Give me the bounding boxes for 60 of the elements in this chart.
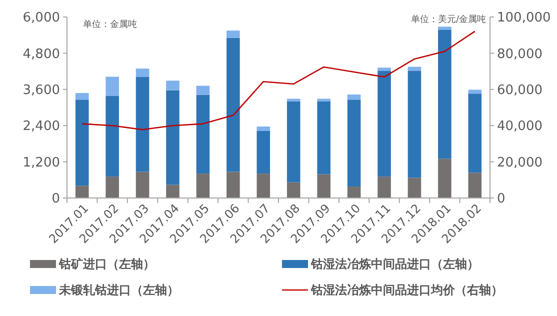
bar <box>136 172 150 198</box>
bar <box>166 80 180 90</box>
bar <box>468 94 482 173</box>
bar <box>317 98 330 102</box>
bar <box>166 90 180 185</box>
bar <box>136 68 150 77</box>
bar <box>378 70 391 177</box>
y-tick-label: 4,800 <box>22 46 60 62</box>
y-tick-label: 2,400 <box>22 119 60 134</box>
y-tick-label: 1,200 <box>22 155 60 170</box>
y2-tick-label: 20,000 <box>497 155 542 170</box>
bar <box>196 86 210 95</box>
bar <box>378 176 391 198</box>
bar <box>75 100 89 186</box>
bar <box>226 172 240 198</box>
y2-tick-label: 40,000 <box>497 119 542 134</box>
bar <box>106 176 119 198</box>
legend-label: 钴湿法冶炼中间品进口（左轴） <box>310 257 479 272</box>
bar <box>408 70 422 178</box>
bar <box>286 182 300 198</box>
bar <box>196 174 210 198</box>
bar <box>468 172 482 198</box>
bar <box>347 186 361 198</box>
bar <box>106 76 119 96</box>
bar <box>256 174 270 198</box>
y2-tick-label: 60,000 <box>497 82 542 98</box>
bar <box>468 90 482 94</box>
bar <box>347 94 361 100</box>
y2-tick-label: 80,000 <box>497 46 542 62</box>
bar <box>378 68 391 71</box>
legend-label: 未锻轧钴进口（左轴） <box>58 283 179 298</box>
bar <box>196 94 210 174</box>
annotation: 单位：美元/金属吨 <box>410 14 486 25</box>
bar <box>347 100 361 187</box>
legend-label: 钴矿进口（左轴） <box>58 257 155 272</box>
bar <box>317 174 330 198</box>
annotation: 单位：金属吨 <box>83 19 137 30</box>
bar <box>286 101 300 182</box>
bar <box>286 98 300 102</box>
bar <box>226 38 240 172</box>
line-series <box>81 30 476 130</box>
bar <box>408 178 422 198</box>
bar <box>256 130 270 174</box>
bar <box>166 184 180 198</box>
legend-label: 钴湿法冶炼中间品进口均价（右轴） <box>310 283 503 298</box>
y-tick-label: 0 <box>52 192 60 207</box>
bar <box>75 186 89 198</box>
bar <box>438 26 452 30</box>
bar <box>438 158 452 198</box>
bar <box>226 30 240 38</box>
y2-tick-label: 0 <box>497 192 506 207</box>
y2-tick-label: 100,000 <box>497 10 551 26</box>
y-tick-label: 3,600 <box>22 82 60 98</box>
bar <box>317 101 330 174</box>
bar <box>438 30 452 159</box>
bar <box>256 126 270 131</box>
bar <box>106 96 119 177</box>
y-tick-label: 6,000 <box>22 10 60 26</box>
bar <box>75 93 89 100</box>
bar <box>136 76 150 172</box>
